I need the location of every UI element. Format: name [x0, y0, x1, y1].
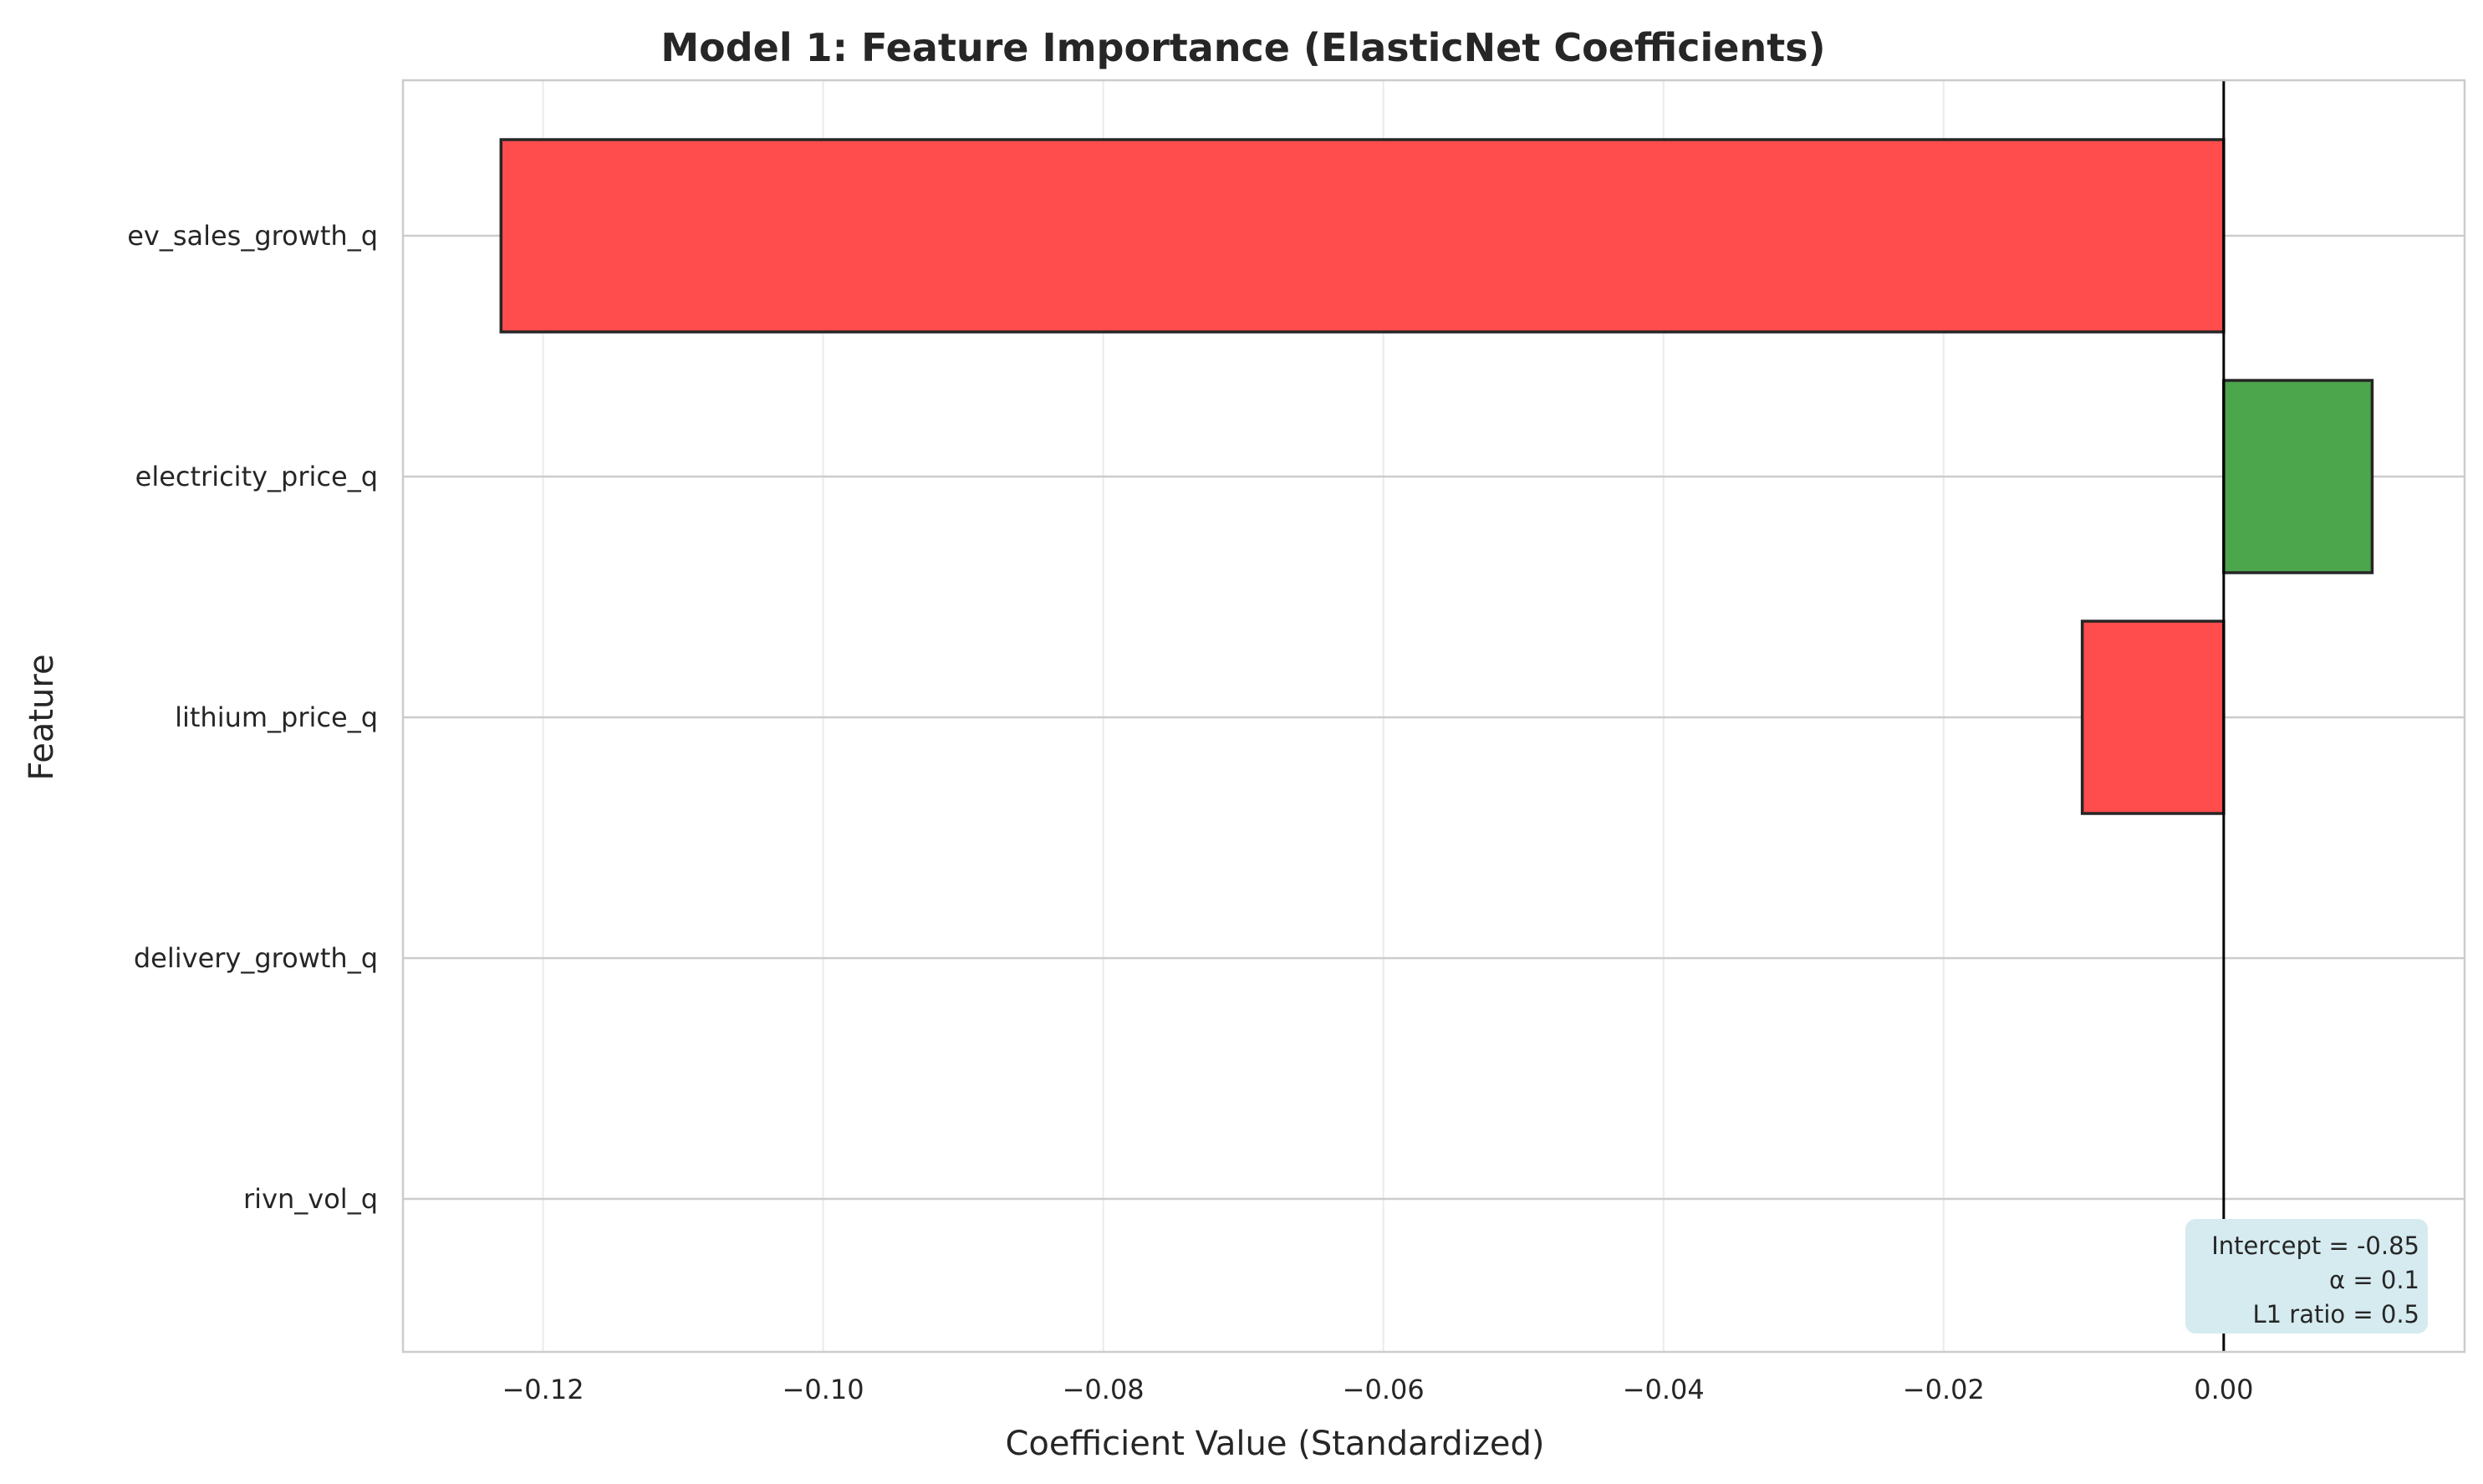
- x-tick-labels: −0.12 −0.10 −0.08 −0.06 −0.04 −0.02 0.00: [502, 1374, 2253, 1405]
- x-tick-label: −0.08: [1063, 1374, 1145, 1405]
- chart-title: Model 1: Feature Importance (ElasticNet …: [660, 25, 1825, 70]
- y-tick-label: rivn_vol_q: [243, 1183, 378, 1215]
- plot-frame: [401, 79, 2466, 1354]
- x-tick-label: −0.02: [1903, 1374, 1985, 1405]
- y-tick-label: electricity_price_q: [135, 461, 378, 492]
- x-tick-label: −0.10: [783, 1374, 864, 1405]
- x-axis-label: Coefficient Value (Standardized): [1006, 1425, 1545, 1463]
- y-tick-label: ev_sales_growth_q: [127, 220, 378, 252]
- x-tick-label: −0.06: [1343, 1374, 1425, 1405]
- bar-lithium_price_q: [2080, 620, 2226, 815]
- model-params-annotation: Intercept = -0.85 α = 0.1 L1 ratio = 0.5: [2185, 1219, 2428, 1334]
- y-tick-labels: ev_sales_growth_q electricity_price_qlith…: [127, 220, 378, 1215]
- x-tick-label: 0.00: [2194, 1374, 2253, 1405]
- annotation-alpha: α = 0.1: [2329, 1266, 2419, 1294]
- y-tick-label: delivery_growth_q: [134, 942, 378, 974]
- bar-ev_sales_growth_q: [499, 138, 2226, 334]
- bars: [499, 138, 2374, 815]
- annotation-background: [2185, 1219, 2428, 1334]
- x-tick-label: −0.12: [502, 1374, 584, 1405]
- annotation-intercept: Intercept = -0.85: [2211, 1232, 2419, 1260]
- y-tick-label: lithium_price_q: [175, 701, 378, 733]
- bar-electricity_price_q: [2222, 379, 2374, 574]
- y-axis-label: Feature: [23, 654, 61, 780]
- x-tick-label: −0.04: [1623, 1374, 1705, 1405]
- annotation-l1-ratio: L1 ratio = 0.5: [2252, 1300, 2419, 1328]
